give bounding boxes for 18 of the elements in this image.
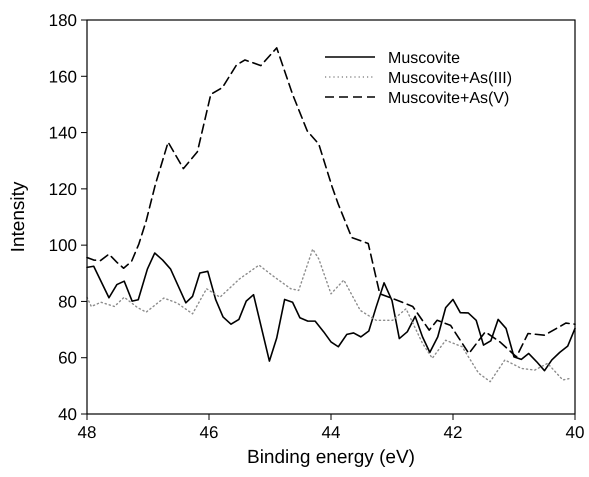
x-tick-label: 40 [566,423,584,442]
y-axis-title: Intensity [8,181,29,252]
x-tick-label: 48 [78,423,96,442]
x-tick-label: 42 [444,423,462,442]
x-tick-label: 44 [322,423,340,442]
legend-label: Muscovite+As(III) [388,70,512,87]
y-tick-label: 160 [48,67,77,86]
legend-label: Muscovite+As(V) [388,90,510,107]
y-tick-label: 40 [58,405,77,424]
y-tick-label: 60 [58,348,77,368]
x-tick-label: 46 [200,423,218,442]
x-axis-title: Binding energy (eV) [247,447,415,468]
legend-label: Muscovite [388,50,460,67]
y-tick-label: 120 [48,180,77,199]
y-tick-label: 80 [58,292,77,312]
y-tick-label: 140 [48,124,77,143]
y-tick-label: 180 [48,11,77,30]
y-tick-label: 100 [48,236,77,256]
